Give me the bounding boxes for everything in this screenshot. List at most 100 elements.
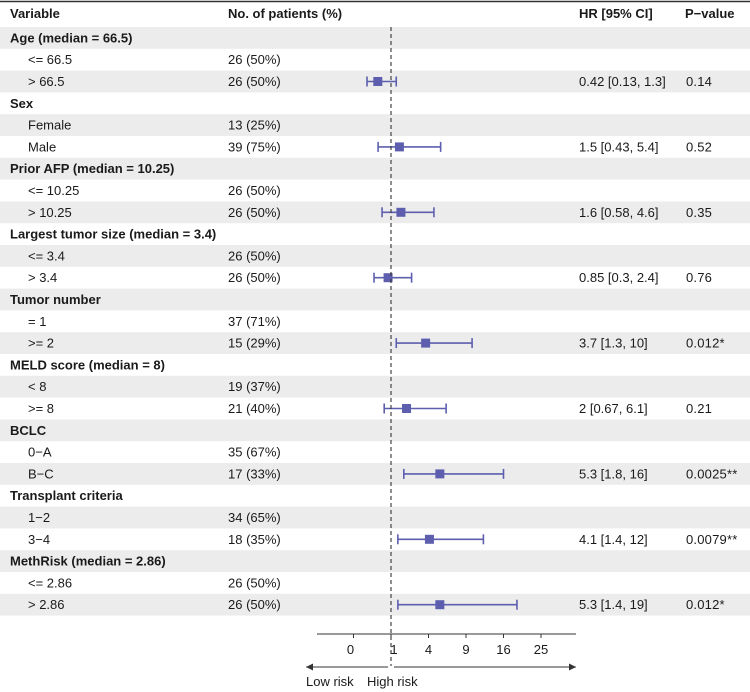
patient-count: 34 (65%) <box>228 510 281 525</box>
patient-count: 15 (29%) <box>228 336 281 351</box>
level-label: Male <box>28 139 56 154</box>
p-value-text: 0.012* <box>686 597 725 612</box>
patient-count: 26 (50%) <box>228 270 281 285</box>
row-stripe <box>0 157 750 180</box>
hr-point <box>396 207 406 217</box>
row-stripe <box>0 463 750 485</box>
level-label: B−C <box>28 466 54 481</box>
p-value-text: 0.012* <box>686 336 725 351</box>
hr-ci-text: 1.5 [0.43, 5.4] <box>579 139 659 154</box>
level-label: Female <box>28 118 71 133</box>
hr-point <box>402 404 412 413</box>
hr-ci-text: 0.85 [0.3, 2.4] <box>579 270 659 285</box>
p-value-text: 0.0079** <box>686 532 737 547</box>
patient-count: 26 (50%) <box>228 248 281 263</box>
level-label: 0−A <box>28 445 52 460</box>
hr-ci-text: 5.3 [1.8, 16] <box>579 466 648 481</box>
row-stripe <box>0 332 750 354</box>
level-label: 3−4 <box>28 532 50 547</box>
hr-ci-text: 0.42 [0.13, 1.3] <box>579 74 666 89</box>
row-stripe <box>0 506 750 529</box>
hr-point <box>383 273 393 283</box>
group-label: Age (median = 66.5) <box>10 30 132 45</box>
x-tick-label: 16 <box>496 642 510 657</box>
x-tick-label: 25 <box>534 642 548 657</box>
patient-count: 26 (50%) <box>228 205 281 220</box>
p-value-text: 0.35 <box>686 205 712 220</box>
patient-count: 21 (40%) <box>228 401 281 416</box>
level-label: > 66.5 <box>28 74 65 89</box>
patient-count: 26 (50%) <box>228 183 281 198</box>
group-label: BCLC <box>10 423 47 438</box>
x-tick-label: 9 <box>462 642 469 657</box>
patient-count: 26 (50%) <box>228 575 281 590</box>
low-risk-label: Low risk <box>306 674 354 689</box>
group-label: Prior AFP (median = 10.25) <box>10 161 174 176</box>
hr-ci-text: 3.7 [1.3, 10] <box>579 336 648 351</box>
patient-count: 19 (37%) <box>228 379 281 394</box>
row-stripe <box>0 288 750 311</box>
hr-point <box>435 469 445 479</box>
group-label: MELD score (median = 8) <box>10 357 165 372</box>
level-label: > 3.4 <box>28 270 57 285</box>
x-tick-label: 1 <box>390 642 397 657</box>
p-value-text: 0.0025** <box>686 466 737 481</box>
row-stripe <box>0 375 750 398</box>
row-stripe <box>0 245 750 267</box>
header-hr: HR [95% CI] <box>579 6 653 21</box>
level-label: <= 2.86 <box>28 575 72 590</box>
patient-count: 26 (50%) <box>228 74 281 89</box>
patient-count: 37 (71%) <box>228 314 281 329</box>
level-label: 1−2 <box>28 510 50 525</box>
hr-point <box>394 142 404 152</box>
low-risk-arrowhead <box>306 663 313 671</box>
group-label: MethRisk (median = 2.86) <box>10 554 166 569</box>
level-label: <= 66.5 <box>28 52 72 67</box>
header-variable: Variable <box>10 6 60 21</box>
p-value-text: 0.21 <box>686 401 712 416</box>
x-tick-label: 4 <box>425 642 432 657</box>
level-label: <= 3.4 <box>28 248 65 263</box>
hr-point <box>435 600 445 610</box>
row-stripe <box>0 593 750 616</box>
level-label: > 2.86 <box>28 597 65 612</box>
row-stripe <box>0 201 750 224</box>
patient-count: 26 (50%) <box>228 52 281 67</box>
level-label: >= 2 <box>28 336 54 351</box>
p-value-text: 0.14 <box>686 74 712 89</box>
patient-count: 13 (25%) <box>228 118 281 133</box>
high-risk-label: High risk <box>367 674 418 689</box>
hr-ci-text: 1.6 [0.58, 4.6] <box>579 205 659 220</box>
header-patients: No. of patients (%) <box>228 6 342 21</box>
hr-point <box>424 534 434 544</box>
level-label: < 8 <box>28 379 46 394</box>
hr-ci-text: 5.3 [1.4, 19] <box>579 597 648 612</box>
hr-ci-text: 2 [0.67, 6.1] <box>579 401 648 416</box>
p-value-text: 0.76 <box>686 270 712 285</box>
hr-ci-text: 4.1 [1.4, 12] <box>579 532 648 547</box>
group-label: Transplant criteria <box>10 488 123 503</box>
level-label: >= 8 <box>28 401 54 416</box>
patient-count: 39 (75%) <box>228 139 281 154</box>
level-label: <= 10.25 <box>28 183 79 198</box>
x-tick-label: 0 <box>347 642 354 657</box>
level-label: = 1 <box>28 314 46 329</box>
row-stripe <box>0 419 750 442</box>
row-stripe <box>0 27 750 49</box>
hr-point <box>373 77 383 86</box>
row-stripe <box>0 114 750 136</box>
header-pvalue: P−value <box>685 6 735 21</box>
group-label: Tumor number <box>10 292 101 307</box>
patient-count: 17 (33%) <box>228 466 281 481</box>
hr-point <box>421 338 431 348</box>
group-label: Largest tumor size (median = 3.4) <box>10 227 216 242</box>
p-value-text: 0.52 <box>686 139 712 154</box>
group-label: Sex <box>10 96 34 111</box>
high-risk-arrowhead <box>569 663 576 671</box>
row-stripe <box>0 550 750 572</box>
level-label: > 10.25 <box>28 205 72 220</box>
patient-count: 26 (50%) <box>228 597 281 612</box>
patient-count: 35 (67%) <box>228 445 281 460</box>
patient-count: 18 (35%) <box>228 532 281 547</box>
